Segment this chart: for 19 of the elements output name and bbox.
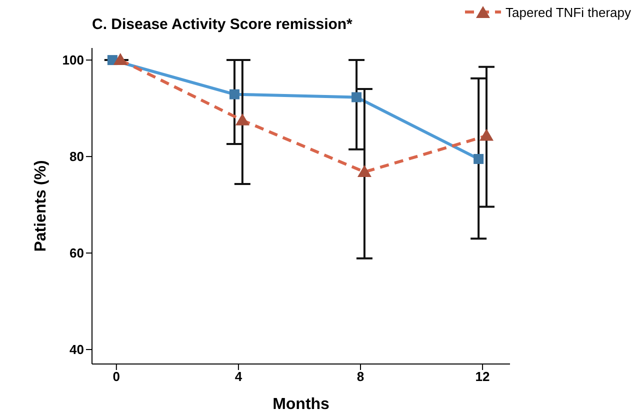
x-tick-label: 12 <box>475 369 490 384</box>
y-axis-title: Patients (%) <box>32 160 50 252</box>
point <box>113 53 128 66</box>
y-tick-label: 100 <box>62 52 84 68</box>
point <box>474 154 484 164</box>
x-tick-label: 4 <box>234 369 243 384</box>
x-tick-label: 8 <box>356 369 364 384</box>
point <box>235 113 250 126</box>
point <box>357 164 372 177</box>
y-tick-label: 40 <box>70 342 84 358</box>
x-tick-label: 0 <box>112 369 120 384</box>
y-tick-label: 60 <box>70 246 84 261</box>
legend-label: Tapered TNFi therapy <box>506 4 631 20</box>
x-axis-title: Months <box>272 396 330 411</box>
chart-title: C. Disease Activity Score remission* <box>92 16 352 33</box>
point <box>352 92 362 102</box>
y-tick-label: 80 <box>70 149 84 164</box>
point <box>480 128 494 141</box>
point <box>229 89 240 100</box>
